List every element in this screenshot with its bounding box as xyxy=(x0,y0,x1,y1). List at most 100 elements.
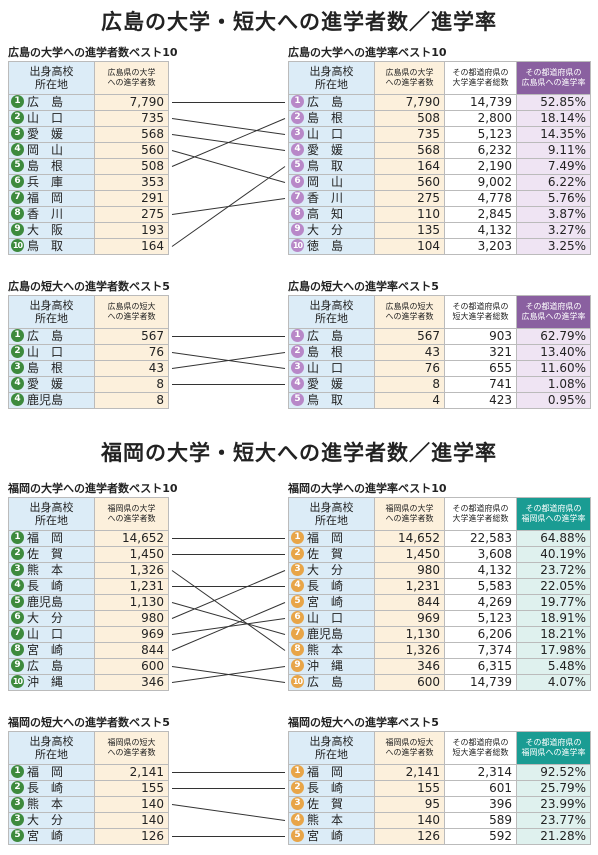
student-count: 164 xyxy=(94,238,169,255)
header-pref: 出身高校 所在地 xyxy=(288,497,375,531)
rank-badge: 10 xyxy=(11,675,24,688)
total-students: 423 xyxy=(444,392,517,409)
student-count: 7,790 xyxy=(374,94,445,111)
header-pref: 出身高校 所在地 xyxy=(288,731,375,765)
prefecture-name: 鳥 取 xyxy=(307,159,344,174)
enrollment-rate: 18.14% xyxy=(516,110,591,127)
rank-badge: 4 xyxy=(11,143,24,156)
connector-line xyxy=(171,666,286,683)
header-rate: その都道府県の 福岡県への進学率 xyxy=(516,731,591,765)
rank-badge: 5 xyxy=(291,829,304,842)
prefecture-cell: 10 鳥 取 xyxy=(8,238,95,255)
table-row: 7 鹿児島 1,130 6,206 18.21% xyxy=(288,626,591,643)
prefecture-name: 熊 本 xyxy=(307,643,344,658)
rank-badge: 1 xyxy=(291,95,304,108)
rank-badge: 4 xyxy=(11,377,24,390)
rank-badge: 6 xyxy=(11,175,24,188)
student-count: 1,231 xyxy=(94,578,169,595)
header-rate: その都道府県の 広島県への進学率 xyxy=(516,61,591,95)
rank-badge: 10 xyxy=(291,239,304,252)
prefecture-cell: 7 鹿児島 xyxy=(288,626,375,643)
connector-line xyxy=(171,166,286,247)
student-count: 140 xyxy=(94,796,169,813)
prefecture-name: 熊 本 xyxy=(307,813,344,828)
rank-badge: 3 xyxy=(11,361,24,374)
enrollment-rate: 11.60% xyxy=(516,360,591,377)
connector-line xyxy=(171,352,286,369)
prefecture-name: 沖 縄 xyxy=(307,659,344,674)
prefecture-name: 福 岡 xyxy=(27,191,64,206)
prefecture-name: 宮 崎 xyxy=(27,829,64,844)
student-count: 4 xyxy=(374,392,445,409)
prefecture-name: 山 口 xyxy=(27,345,64,360)
rank-badge: 2 xyxy=(291,781,304,794)
hiroshima-univ-rate-title: 広島の大学への進学率ベスト10 xyxy=(288,46,447,59)
rank-badge: 5 xyxy=(291,595,304,608)
rank-badge: 1 xyxy=(291,765,304,778)
total-students: 321 xyxy=(444,344,517,361)
student-count: 275 xyxy=(94,206,169,223)
header-pref: 出身高校 所在地 xyxy=(8,731,95,765)
enrollment-rate: 18.91% xyxy=(516,610,591,627)
total-students: 3,608 xyxy=(444,546,517,563)
connector-line xyxy=(171,118,286,135)
enrollment-rate: 64.88% xyxy=(516,530,591,547)
enrollment-rate: 4.07% xyxy=(516,674,591,691)
table-row: 10 徳 島 104 3,203 3.25% xyxy=(288,238,591,255)
prefecture-name: 島 根 xyxy=(27,159,64,174)
total-students: 2,800 xyxy=(444,110,517,127)
rank-badge: 4 xyxy=(11,393,24,406)
enrollment-rate: 18.21% xyxy=(516,626,591,643)
student-count: 8 xyxy=(94,376,169,393)
rank-badge: 1 xyxy=(11,531,24,544)
rank-badge: 1 xyxy=(11,95,24,108)
total-students: 5,123 xyxy=(444,610,517,627)
total-students: 14,739 xyxy=(444,94,517,111)
rank-badge: 7 xyxy=(11,627,24,640)
enrollment-rate: 5.48% xyxy=(516,658,591,675)
total-students: 6,232 xyxy=(444,142,517,159)
enrollment-rate: 9.11% xyxy=(516,142,591,159)
total-students: 6,315 xyxy=(444,658,517,675)
prefecture-name: 山 口 xyxy=(27,111,64,126)
rank-badge: 2 xyxy=(11,345,24,358)
student-count: 1,130 xyxy=(94,594,169,611)
header-pref: 出身高校 所在地 xyxy=(288,61,375,95)
header-num: 広島県の短大 への進学者数 xyxy=(94,295,169,329)
enrollment-rate: 25.79% xyxy=(516,780,591,797)
student-count: 735 xyxy=(94,110,169,127)
rank-badge: 2 xyxy=(11,111,24,124)
rank-badge: 9 xyxy=(291,223,304,236)
connector-line xyxy=(171,198,286,215)
rank-badge: 2 xyxy=(291,345,304,358)
table-row: 4 鹿児島 8 xyxy=(8,392,169,409)
hiroshima-univ-count-title: 広島の大学への進学者数ベスト10 xyxy=(8,46,178,59)
header-tot: その都道府県の 大学進学者総数 xyxy=(444,497,517,531)
enrollment-rate: 52.85% xyxy=(516,94,591,111)
enrollment-rate: 5.76% xyxy=(516,190,591,207)
